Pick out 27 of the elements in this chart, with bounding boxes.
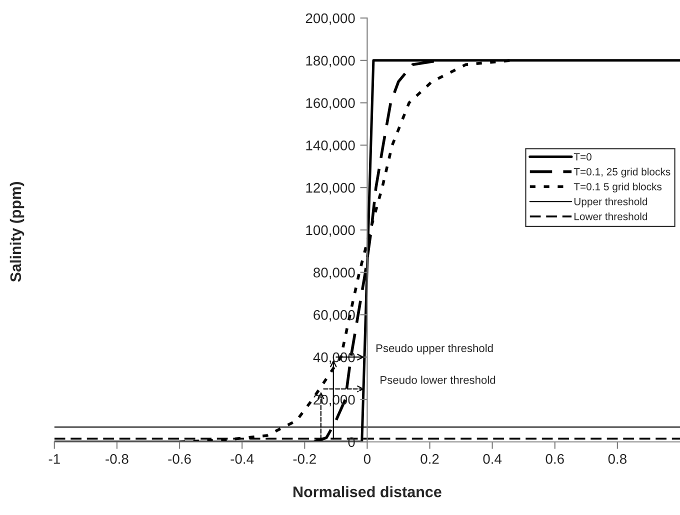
x-tick-label: -0.8 — [106, 454, 128, 464]
y-tick-label: 140,000 — [306, 140, 355, 152]
y-tick-label: 160,000 — [306, 98, 355, 110]
x-tick-label: 0.4 — [483, 454, 502, 464]
y-axis-title: Salinity (ppm) — [10, 182, 24, 282]
y-tick-label: 100,000 — [306, 225, 355, 237]
x-tick-label: -1 — [48, 454, 60, 464]
annotation: Pseudo upper threshold — [376, 344, 493, 354]
y-tick-label: 60,000 — [314, 310, 355, 322]
annotation: Pseudo lower threshold — [380, 376, 496, 384]
x-tick-label: -0.2 — [293, 454, 316, 464]
y-tick-label: 200,000 — [306, 13, 355, 25]
x-tick-label: -0.4 — [230, 454, 254, 464]
legend-label: Lower threshold — [574, 212, 648, 220]
x-axis-title: Normalised distance — [294, 486, 442, 498]
x-tick-label: -0.6 — [168, 454, 191, 464]
legend-label: T=0.1, 25 grid blocks — [574, 168, 670, 178]
y-tick-label: 120,000 — [306, 182, 355, 194]
x-tick-label: 0.6 — [546, 454, 564, 464]
y-tick-label: 80,000 — [314, 268, 355, 280]
x-tick-label: 0 — [364, 454, 371, 464]
y-tick-label: 180,000 — [306, 56, 355, 68]
legend-label: T=0.1 5 grid blocks — [574, 182, 662, 192]
legend-label: T=0 — [574, 153, 592, 161]
legend-label: Upper threshold — [574, 198, 648, 208]
x-tick-label: 0.2 — [420, 454, 439, 464]
x-tick-label: 0.8 — [608, 454, 626, 464]
